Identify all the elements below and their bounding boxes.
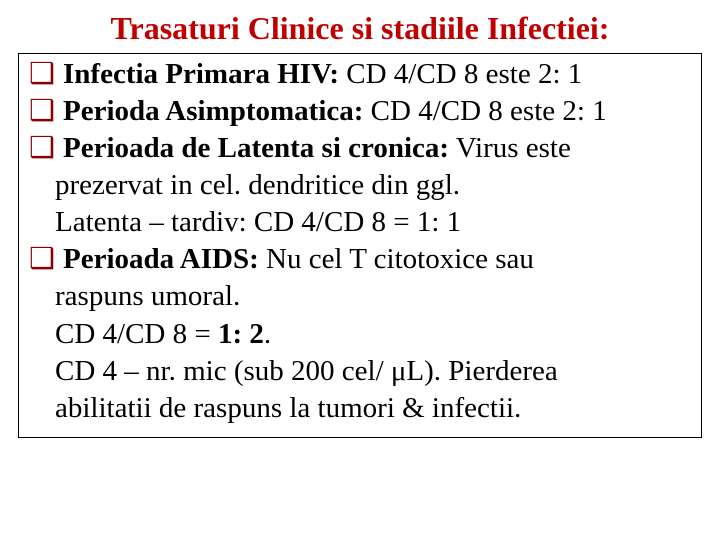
bullet-continuation: abilitatii de raspuns la tumori & infect… <box>29 390 691 427</box>
bullet-rest: Nu cel T citotoxice sau <box>259 243 534 275</box>
text-fragment: CD 4/CD 8 = <box>55 318 218 350</box>
bullet-continuation: Latenta – tardiv: CD 4/CD 8 = 1: 1 <box>29 204 691 241</box>
text-fragment-bold: 1: 2 <box>218 318 264 350</box>
bullet-text: Perioada de Latenta si cronica: Virus es… <box>63 130 691 167</box>
bullet-bold: Infectia Primara HIV: <box>63 58 339 90</box>
bullet-continuation: CD 4/CD 8 = 1: 2. <box>29 316 691 353</box>
bullet-continuation: raspuns umoral. <box>29 278 691 315</box>
bullet-square-icon: ❑ <box>29 130 55 167</box>
bullet-text: Infectia Primara HIV: CD 4/CD 8 este 2: … <box>63 56 691 93</box>
bullet-continuation: prezervat in cel. dendritice din ggl. <box>29 167 691 204</box>
bullet-item: ❑ Perioada de Latenta si cronica: Virus … <box>29 130 691 167</box>
bullet-item: ❑ Perioda Asimptomatica: CD 4/CD 8 este … <box>29 93 691 130</box>
bullet-square-icon: ❑ <box>29 241 55 278</box>
slide: Trasaturi Clinice si stadiile Infectiei:… <box>0 0 720 540</box>
bullet-item: ❑ Infectia Primara HIV: CD 4/CD 8 este 2… <box>29 56 691 93</box>
bullet-bold: Perioda Asimptomatica: <box>63 95 363 127</box>
bullet-rest: CD 4/CD 8 este 2: 1 <box>339 58 582 90</box>
bullet-continuation: CD 4 – nr. mic (sub 200 cel/ μL). Pierde… <box>29 353 691 390</box>
bullet-text: Perioda Asimptomatica: CD 4/CD 8 este 2:… <box>63 93 691 130</box>
bullet-square-icon: ❑ <box>29 56 55 93</box>
bullet-text: Perioada AIDS: Nu cel T citotoxice sau <box>63 241 691 278</box>
text-fragment: . <box>264 318 271 350</box>
bullet-square-icon: ❑ <box>29 93 55 130</box>
bullet-rest: CD 4/CD 8 este 2: 1 <box>363 95 606 127</box>
slide-title: Trasaturi Clinice si stadiile Infectiei: <box>18 10 702 47</box>
bullet-item: ❑ Perioada AIDS: Nu cel T citotoxice sau <box>29 241 691 278</box>
bullet-bold: Perioada de Latenta si cronica: <box>63 132 449 164</box>
bullet-bold: Perioada AIDS: <box>63 243 259 275</box>
bullet-rest: Virus este <box>449 132 571 164</box>
content-box: ❑ Infectia Primara HIV: CD 4/CD 8 este 2… <box>18 53 702 438</box>
